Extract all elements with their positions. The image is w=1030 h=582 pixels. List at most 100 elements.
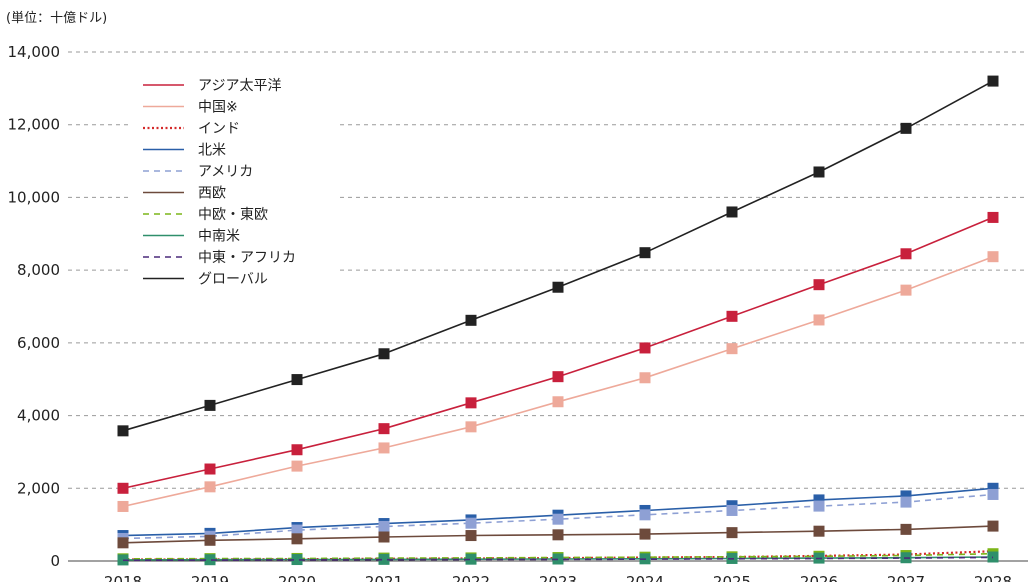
- data-point: [465, 314, 477, 326]
- data-point: [987, 551, 999, 563]
- data-point: [291, 444, 303, 456]
- y-tick-label: 14,000: [8, 43, 61, 61]
- data-point: [204, 534, 216, 546]
- legend-label: 中南米: [198, 229, 240, 245]
- data-point: [726, 504, 738, 516]
- data-point: [900, 248, 912, 260]
- data-point: [378, 520, 390, 532]
- data-point: [465, 553, 477, 565]
- data-point: [813, 500, 825, 512]
- x-tick-label: 2024: [626, 573, 664, 582]
- y-axis-tick-labels: 0 2,000 4,000 6,000 8,000 10,000 12,000 14,000: [8, 43, 61, 570]
- series-line: [122, 556, 994, 562]
- data-point: [726, 343, 738, 355]
- data-point: [465, 517, 477, 529]
- data-point: [378, 348, 390, 360]
- legend-label: 中東・アフリカ: [198, 250, 296, 266]
- data-point: [204, 463, 216, 475]
- series-line: [122, 552, 994, 560]
- data-point: [552, 513, 564, 525]
- x-tick-label: 2022: [452, 573, 490, 582]
- data-point: [117, 500, 129, 512]
- data-point: [900, 284, 912, 296]
- data-point: [291, 533, 303, 545]
- x-tick-label: 2026: [800, 573, 838, 582]
- data-point: [987, 211, 999, 223]
- y-tick-label: 0: [50, 552, 60, 570]
- legend-label: 中欧・東欧: [198, 207, 268, 223]
- x-axis-tick-labels: 2018 2019 2020 2021 2022 2023 2024 2025 2026 2027…: [104, 573, 1012, 582]
- legend-label: 中国※: [198, 100, 238, 116]
- unit-label: (単位：十億ドル): [6, 10, 107, 26]
- data-point: [291, 460, 303, 472]
- legend-label: 西欧: [198, 186, 226, 202]
- legend-label: グローバル: [198, 272, 268, 288]
- data-point: [726, 527, 738, 539]
- data-point: [378, 553, 390, 565]
- data-point: [813, 279, 825, 291]
- data-point: [987, 251, 999, 263]
- x-tick-label: 2018: [104, 573, 142, 582]
- x-tick-label: 2020: [278, 573, 316, 582]
- series-line: [122, 493, 994, 540]
- data-point: [900, 122, 912, 134]
- data-point: [639, 372, 651, 384]
- data-point: [813, 525, 825, 537]
- legend-label: アジア太平洋: [198, 78, 281, 94]
- data-point: [639, 509, 651, 521]
- x-tick-label: 2019: [191, 573, 229, 582]
- data-point: [726, 310, 738, 322]
- y-tick-label: 8,000: [17, 261, 60, 279]
- data-point: [552, 553, 564, 565]
- data-point: [204, 554, 216, 566]
- data-point: [465, 530, 477, 542]
- x-tick-label: 2028: [974, 573, 1012, 582]
- data-point: [987, 488, 999, 500]
- x-tick-label: 2021: [365, 573, 403, 582]
- y-tick-label: 2,000: [17, 479, 60, 497]
- data-point: [291, 374, 303, 386]
- data-point: [117, 537, 129, 549]
- y-tick-label: 6,000: [17, 334, 60, 352]
- data-point: [900, 490, 912, 502]
- data-point: [204, 481, 216, 493]
- legend-label: アメリカ: [198, 164, 253, 180]
- data-point: [900, 496, 912, 508]
- data-point: [204, 399, 216, 411]
- legend-label: 北米: [198, 143, 226, 159]
- data-point: [378, 531, 390, 543]
- data-point: [987, 75, 999, 87]
- data-point: [552, 396, 564, 408]
- y-tick-label: 10,000: [8, 188, 61, 206]
- x-tick-label: 2025: [713, 573, 751, 582]
- data-point: [639, 247, 651, 259]
- legend-label: インド: [198, 121, 240, 137]
- data-point: [813, 494, 825, 506]
- data-point: [291, 554, 303, 566]
- x-tick-label: 2023: [539, 573, 577, 582]
- y-tick-label: 4,000: [17, 407, 60, 425]
- data-point: [900, 523, 912, 535]
- series-group: [117, 75, 999, 566]
- data-point: [639, 528, 651, 540]
- data-point: [813, 166, 825, 178]
- data-point: [639, 342, 651, 354]
- data-point: [465, 397, 477, 409]
- data-point: [726, 206, 738, 218]
- data-point: [813, 314, 825, 326]
- data-point: [552, 529, 564, 541]
- data-point: [117, 425, 129, 437]
- y-tick-label: 12,000: [8, 116, 61, 134]
- data-point: [291, 524, 303, 536]
- data-point: [552, 281, 564, 293]
- x-tick-label: 2027: [887, 573, 925, 582]
- data-point: [987, 482, 999, 494]
- data-point: [117, 482, 129, 494]
- data-point: [987, 520, 999, 532]
- data-point: [378, 423, 390, 435]
- data-point: [552, 371, 564, 383]
- data-point: [378, 442, 390, 454]
- data-point: [465, 421, 477, 433]
